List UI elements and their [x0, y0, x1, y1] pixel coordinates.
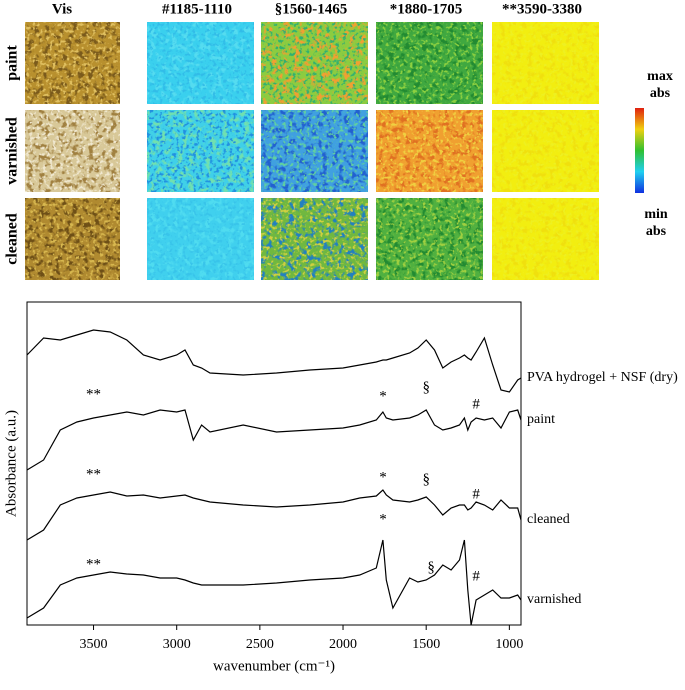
colorbar-max: max abs — [647, 69, 673, 101]
peak-annotation: § — [422, 471, 430, 487]
x-tick-label: 2500 — [246, 637, 274, 652]
column-header: Vis — [52, 1, 72, 17]
spectrum-line — [26, 409, 522, 471]
series-label: cleaned — [527, 512, 570, 527]
colorbar-min: min abs — [644, 207, 668, 239]
column-header: **3590-3380 — [502, 1, 582, 17]
plot-frame — [26, 301, 522, 626]
peak-annotation: * — [379, 388, 387, 404]
image-texture — [492, 198, 599, 280]
image-texture — [147, 198, 254, 280]
peak-annotation: ** — [86, 386, 101, 402]
row-label: cleaned — [4, 213, 21, 265]
x-tick-label: 3500 — [80, 637, 108, 652]
spectrum-line — [26, 539, 522, 626]
peak-annotation: # — [472, 486, 480, 502]
column-header: *1880-1705 — [390, 1, 463, 17]
image-texture — [261, 110, 368, 192]
peak-annotation: # — [472, 396, 480, 412]
image-texture — [492, 22, 599, 104]
series-label: PVA hydrogel + NSF (dry) — [527, 370, 678, 385]
image-texture — [261, 22, 368, 104]
spectrum-line — [26, 489, 522, 541]
series-label: paint — [527, 412, 555, 427]
image-texture — [147, 22, 254, 104]
image-texture — [376, 22, 483, 104]
series-label: varnished — [527, 592, 581, 607]
x-tick-label: 1000 — [495, 637, 523, 652]
y-axis-label: Absorbance (a.u.) — [3, 410, 19, 517]
image-grid: Vis #1185-1110 §1560-1465 *1880-1705 **3590-… — [4, 1, 599, 280]
peak-annotation: § — [422, 379, 430, 395]
colorbar — [635, 108, 644, 193]
peak-annotation: * — [379, 511, 387, 527]
image-texture — [147, 110, 254, 192]
image-texture — [261, 198, 368, 280]
column-header: §1560-1465 — [275, 1, 348, 17]
image-texture — [25, 198, 120, 280]
row-label: varnished — [4, 117, 21, 185]
peak-annotation: # — [472, 568, 480, 584]
spectrum-line — [26, 329, 522, 393]
x-tick-label: 3000 — [163, 637, 191, 652]
peak-annotation: ** — [86, 556, 101, 572]
image-texture — [25, 110, 120, 192]
row-label: paint — [4, 45, 21, 81]
x-axis-label: wavenumber (cm⁻¹) — [213, 658, 335, 674]
image-texture — [376, 110, 483, 192]
peak-annotation: * — [379, 469, 387, 485]
plot: 3500 3000 2500 2000 1500 1000 wavenumber (cm⁻¹… — [3, 329, 678, 674]
peak-annotation: § — [427, 559, 435, 575]
image-texture — [25, 22, 120, 104]
image-texture — [376, 198, 483, 280]
x-tick-label: 1500 — [412, 637, 440, 652]
column-header: #1185-1110 — [162, 1, 232, 17]
image-texture — [492, 110, 599, 192]
x-tick-label: 2000 — [329, 637, 357, 652]
peak-annotation: ** — [86, 466, 101, 482]
